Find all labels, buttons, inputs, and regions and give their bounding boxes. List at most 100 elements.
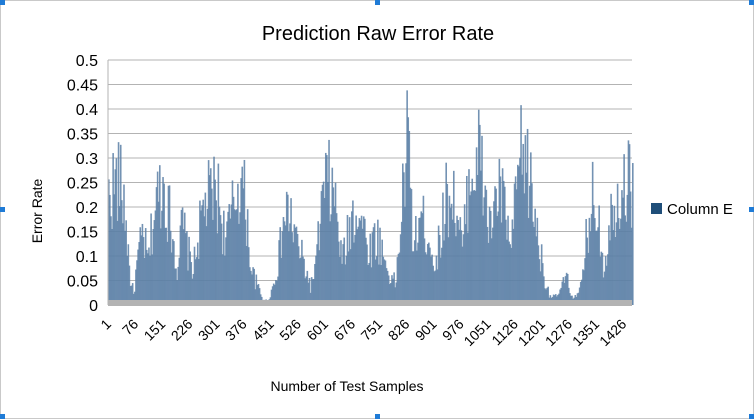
bar: [623, 154, 625, 305]
bar: [160, 228, 162, 305]
selection-handle-tr[interactable]: [749, 0, 754, 5]
bar: [358, 218, 361, 305]
bar: [395, 282, 398, 305]
y-tick-label: 0.05: [67, 274, 98, 291]
bar: [335, 213, 338, 305]
bar: [203, 216, 206, 305]
bar: [313, 279, 315, 305]
bar: [523, 193, 526, 305]
bar: [554, 294, 557, 305]
bar: [410, 189, 413, 305]
bar: [226, 221, 228, 305]
bar: [461, 246, 464, 305]
bar: [257, 284, 260, 305]
bar: [227, 211, 229, 305]
bar: [392, 278, 394, 305]
bar: [311, 279, 314, 305]
bar: [234, 210, 237, 305]
bar: [500, 222, 503, 305]
bar: [206, 208, 209, 305]
bar: [129, 285, 132, 305]
bar: [424, 252, 427, 305]
bar: [320, 191, 323, 305]
bar: [476, 175, 479, 305]
bar: [275, 279, 277, 305]
bar: [310, 277, 313, 305]
bar: [245, 245, 248, 305]
bar: [303, 258, 305, 305]
selection-handle-tc[interactable]: [375, 0, 380, 5]
bar: [505, 219, 507, 305]
bar: [559, 289, 561, 305]
bar: [225, 237, 227, 305]
bar: [385, 268, 388, 305]
bar: [380, 265, 382, 305]
bar: [607, 254, 609, 305]
bar: [115, 158, 118, 305]
bar: [145, 249, 148, 305]
bar: [279, 227, 282, 305]
bar: [334, 182, 337, 305]
bar: [172, 239, 174, 305]
bar: [298, 258, 301, 305]
bar: [336, 221, 339, 305]
bar: [238, 223, 240, 305]
bar: [499, 176, 502, 305]
bar: [462, 234, 465, 305]
selection-handle-br[interactable]: [749, 414, 754, 419]
bar: [289, 223, 291, 305]
bar: [622, 197, 624, 305]
bar: [492, 227, 494, 305]
bar: [485, 189, 488, 305]
x-tick-label: 301: [195, 316, 223, 344]
bar: [489, 210, 492, 305]
bar: [417, 242, 419, 305]
bar: [165, 227, 168, 305]
bar: [143, 257, 146, 305]
bar: [387, 275, 390, 305]
bar: [594, 218, 596, 305]
bar: [323, 197, 326, 305]
bar: [307, 282, 310, 305]
bar: [526, 128, 529, 305]
bar: [496, 215, 498, 305]
bar: [614, 237, 617, 305]
x-tick-label: 76: [119, 316, 141, 338]
bar: [544, 288, 546, 305]
bar: [352, 200, 354, 305]
bar: [130, 285, 133, 305]
selection-handle-tl[interactable]: [0, 0, 5, 5]
bar: [587, 252, 590, 305]
bar: [578, 287, 581, 305]
bar: [273, 284, 276, 305]
bar: [482, 215, 484, 305]
bar: [525, 172, 528, 305]
bar: [347, 251, 350, 305]
bar: [400, 221, 403, 305]
bar: [271, 286, 274, 305]
bar: [437, 225, 440, 305]
selection-handle-ml[interactable]: [0, 207, 5, 212]
bar: [136, 260, 138, 305]
bar: [213, 156, 215, 305]
bar: [175, 268, 177, 305]
bar: [447, 237, 450, 305]
bar: [418, 218, 420, 305]
bar: [179, 225, 182, 305]
selection-handle-mr[interactable]: [749, 207, 754, 212]
bar: [538, 259, 541, 305]
bar: [151, 254, 153, 305]
bar: [612, 230, 615, 305]
bar: [519, 157, 521, 305]
bar: [156, 171, 159, 305]
bar: [533, 227, 535, 305]
bar: [394, 287, 397, 305]
bar: [503, 186, 506, 305]
selection-handle-bl[interactable]: [0, 414, 5, 419]
bar: [421, 213, 424, 305]
bar: [321, 184, 324, 305]
selection-handle-bc[interactable]: [375, 414, 380, 419]
bar: [280, 257, 283, 305]
bar: [628, 144, 631, 305]
